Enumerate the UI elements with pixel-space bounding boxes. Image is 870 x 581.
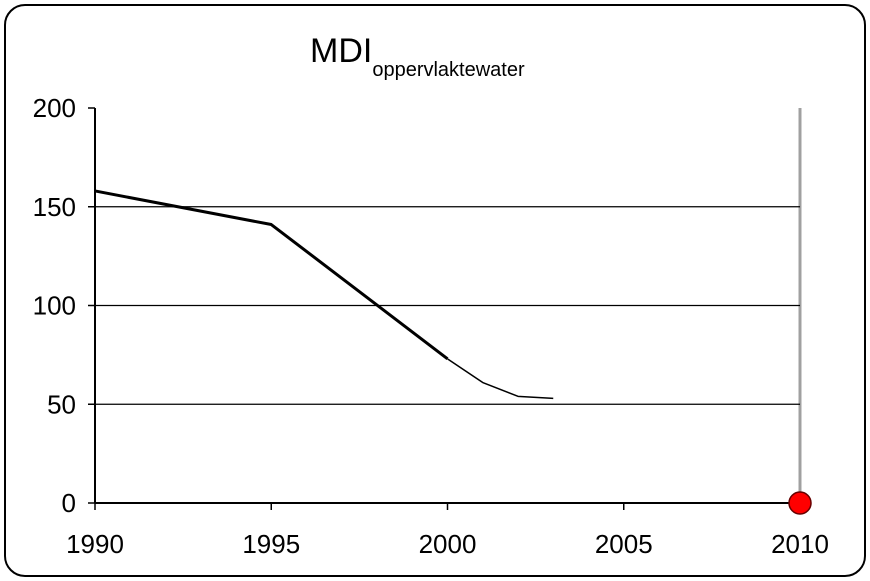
x-tick-label: 1990 [66, 529, 124, 559]
y-tick-label: 0 [62, 488, 76, 518]
chart-title: MDIoppervlaktewater [310, 32, 525, 81]
x-tick-label: 2005 [595, 529, 653, 559]
target-marker [788, 491, 812, 515]
x-tick-label: 2010 [771, 529, 829, 559]
title-main: MDI [310, 32, 372, 70]
data-line [94, 189, 449, 361]
chart-frame [4, 4, 866, 577]
x-tick-label: 2000 [419, 529, 477, 559]
y-tick-label: 100 [33, 291, 76, 321]
y-tick-label: 50 [47, 389, 76, 419]
title-subscript: oppervlaktewater [372, 59, 525, 81]
y-tick-label: 200 [33, 93, 76, 123]
x-tick-label: 1995 [242, 529, 300, 559]
data-line [447, 358, 554, 400]
y-tick-label: 150 [33, 192, 76, 222]
